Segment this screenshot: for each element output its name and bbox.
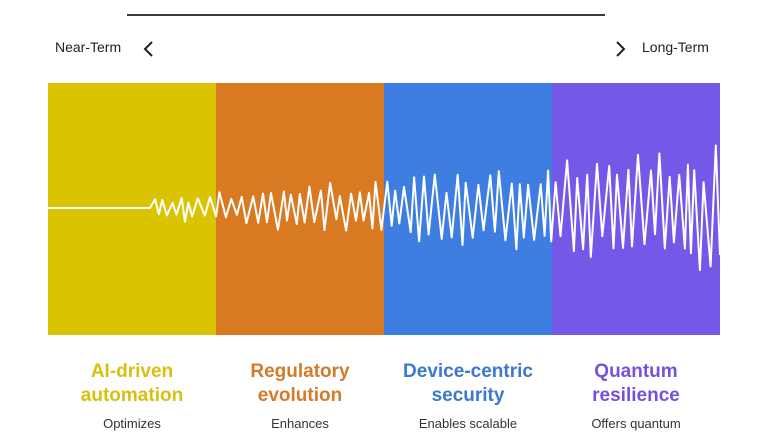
stage-bands <box>48 83 720 335</box>
stage-description: Enables scalable <box>418 416 518 431</box>
stage-description: Optimizes <box>103 416 161 431</box>
stage-labels: AI-driven automation Optimizes Regulator… <box>48 360 720 432</box>
chevron-left-icon[interactable] <box>141 40 157 58</box>
stage-title-line2: resilience <box>592 385 680 406</box>
stage-regulatory-evolution: Regulatory evolution Enhances <box>216 360 384 432</box>
band-quantum-resilience <box>552 83 720 335</box>
stage-title: Quantum resilience <box>552 360 720 408</box>
stage-description: Offers quantum <box>591 416 681 431</box>
stage-quantum-resilience: Quantum resilience Offers quantum <box>552 360 720 432</box>
band-device-centric-security <box>384 83 552 335</box>
stage-title-line1: Quantum <box>594 361 678 382</box>
top-rule <box>127 14 605 16</box>
stage-device-centric-security: Device-centric security Enables scalable <box>384 360 552 432</box>
long-term-label: Long-Term <box>642 39 709 55</box>
stage-title-line2: security <box>431 385 505 406</box>
stage-title-line1: Regulatory <box>250 361 350 382</box>
band-ai-automation <box>48 83 216 335</box>
stage-title-line1: Device-centric <box>403 361 533 382</box>
stage-title-line2: evolution <box>257 385 343 406</box>
near-term-label: Near-Term <box>55 39 122 55</box>
stage-ai-automation: AI-driven automation Optimizes <box>48 360 216 432</box>
stage-title-line2: automation <box>80 385 184 406</box>
chevron-right-icon[interactable] <box>612 40 628 58</box>
stage-title: AI-driven automation <box>48 360 216 408</box>
stage-title: Device-centric security <box>384 360 552 408</box>
stage-title-line1: AI-driven <box>90 361 174 382</box>
band-regulatory-evolution <box>216 83 384 335</box>
stage-title: Regulatory evolution <box>216 360 384 408</box>
stage-description: Enhances <box>271 416 329 431</box>
